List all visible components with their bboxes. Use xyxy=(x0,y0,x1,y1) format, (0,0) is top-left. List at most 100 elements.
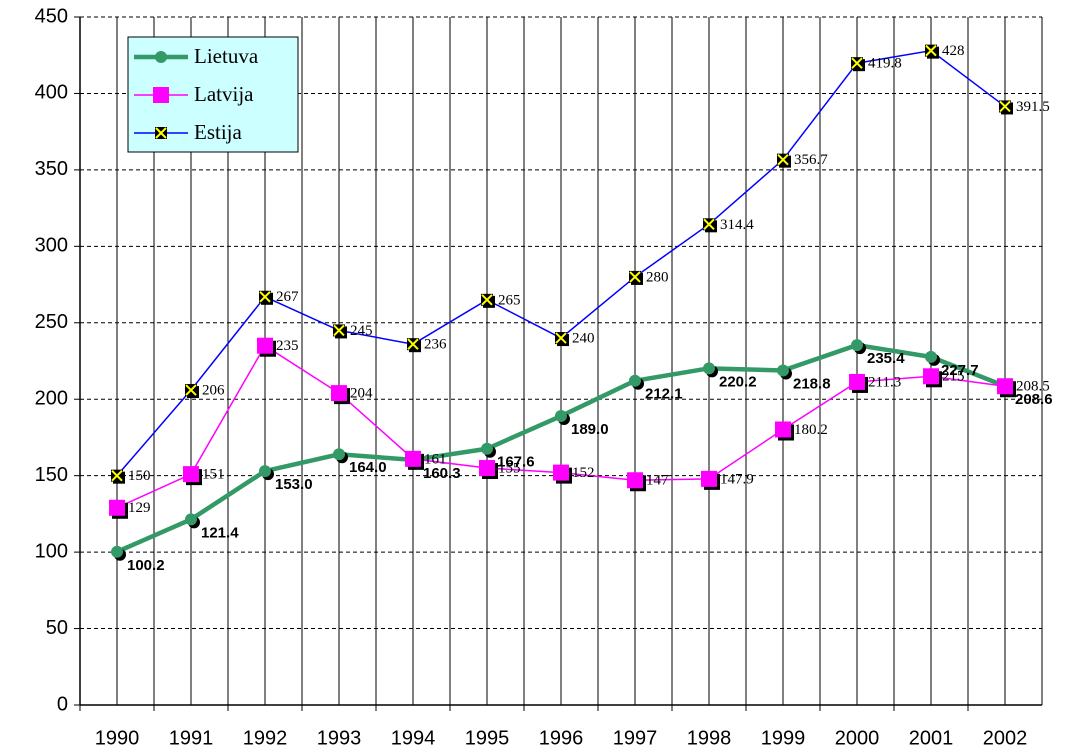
marker xyxy=(331,385,347,402)
data-label: 153.0 xyxy=(275,476,313,493)
marker-cross xyxy=(851,57,863,69)
marker xyxy=(333,448,345,461)
legend-marker xyxy=(155,51,167,63)
marker xyxy=(701,470,717,487)
data-label: 129 xyxy=(128,500,151,516)
marker xyxy=(629,270,643,285)
x-tick-label: 1996 xyxy=(539,727,584,749)
marker xyxy=(553,464,569,481)
x-tick-label: 1993 xyxy=(317,727,362,749)
y-tick-label: 150 xyxy=(35,464,68,486)
legend-marker-cross xyxy=(155,127,167,139)
x-tick-label: 2002 xyxy=(983,727,1028,749)
y-tick-label: 300 xyxy=(35,235,68,257)
data-label: 314.4 xyxy=(720,217,754,233)
x-tick-label: 2000 xyxy=(835,727,880,749)
marker xyxy=(925,44,939,59)
data-label: 428 xyxy=(942,43,965,59)
data-label: 100.2 xyxy=(127,557,165,574)
marker xyxy=(111,469,125,484)
data-label: 227.7 xyxy=(941,362,979,379)
y-tick-label: 250 xyxy=(35,311,68,333)
data-label: 419.8 xyxy=(868,56,902,72)
legend-marker xyxy=(153,87,169,103)
marker-cross xyxy=(629,271,641,283)
marker xyxy=(999,100,1013,115)
data-label: 180.2 xyxy=(794,422,828,438)
marker xyxy=(703,218,717,233)
data-label: 267 xyxy=(276,289,299,305)
data-label: 204 xyxy=(350,386,373,402)
marker-cross xyxy=(259,291,271,303)
y-tick-label: 50 xyxy=(46,617,68,639)
marker-cross xyxy=(111,469,123,482)
data-label: 167.6 xyxy=(497,454,535,471)
marker xyxy=(185,384,199,399)
marker-cross xyxy=(703,218,715,231)
marker xyxy=(259,465,271,478)
marker xyxy=(407,338,421,353)
marker-cross xyxy=(925,44,937,57)
marker xyxy=(405,450,421,467)
data-label: 265 xyxy=(498,292,521,308)
data-label: 245 xyxy=(350,323,373,339)
marker-cross xyxy=(481,294,493,306)
x-tick-label: 1997 xyxy=(613,727,658,749)
x-tick-label: 1990 xyxy=(95,727,140,749)
marker-cross xyxy=(777,153,789,166)
data-label: 147.9 xyxy=(720,471,754,487)
data-label: 236 xyxy=(424,337,447,353)
marker xyxy=(923,368,939,385)
data-label: 208.6 xyxy=(1015,391,1053,408)
data-label: 220.2 xyxy=(719,373,757,390)
legend-label: Estija xyxy=(194,120,243,144)
marker xyxy=(259,290,273,305)
marker-cross xyxy=(999,100,1011,113)
data-label: 121.4 xyxy=(201,524,239,541)
data-label: 150 xyxy=(128,468,151,484)
x-tick-label: 1992 xyxy=(243,727,288,749)
legend-label: Latvija xyxy=(194,82,254,106)
data-label: 206 xyxy=(202,382,225,398)
legend-label: Lietuva xyxy=(194,44,259,68)
data-label: 211.3 xyxy=(868,374,901,390)
marker xyxy=(257,337,273,354)
marker-cross xyxy=(407,338,419,350)
data-label: 356.7 xyxy=(794,152,828,168)
data-label: 147 xyxy=(646,473,669,489)
marker xyxy=(555,410,567,423)
marker xyxy=(775,421,791,438)
marker xyxy=(481,442,493,455)
marker xyxy=(627,472,643,489)
x-tick-label: 1991 xyxy=(169,727,214,749)
marker xyxy=(777,364,789,377)
data-label: 161 xyxy=(424,451,447,467)
data-label: 280 xyxy=(646,269,669,285)
x-tick-label: 1994 xyxy=(391,727,436,749)
marker xyxy=(851,57,865,72)
marker-cross xyxy=(555,332,567,344)
data-label: 151 xyxy=(202,467,225,483)
data-label: 189.0 xyxy=(571,421,609,438)
marker xyxy=(849,373,865,390)
y-tick-label: 350 xyxy=(35,158,68,180)
marker xyxy=(481,293,495,308)
data-label: 160.3 xyxy=(423,465,461,482)
x-tick-label: 1995 xyxy=(465,727,510,749)
marker xyxy=(185,513,197,526)
x-tick-label: 1998 xyxy=(687,727,732,749)
y-tick-label: 450 xyxy=(35,5,68,27)
x-tick-label: 2001 xyxy=(909,727,954,749)
marker xyxy=(997,378,1013,395)
marker xyxy=(555,332,569,347)
marker xyxy=(109,499,125,516)
marker xyxy=(333,324,347,339)
data-label: 155 xyxy=(498,460,521,476)
data-label: 215 xyxy=(942,369,965,385)
data-label: 391.5 xyxy=(1016,99,1050,115)
marker xyxy=(777,153,791,168)
data-label: 218.8 xyxy=(793,375,831,392)
data-label: 240 xyxy=(572,331,595,347)
